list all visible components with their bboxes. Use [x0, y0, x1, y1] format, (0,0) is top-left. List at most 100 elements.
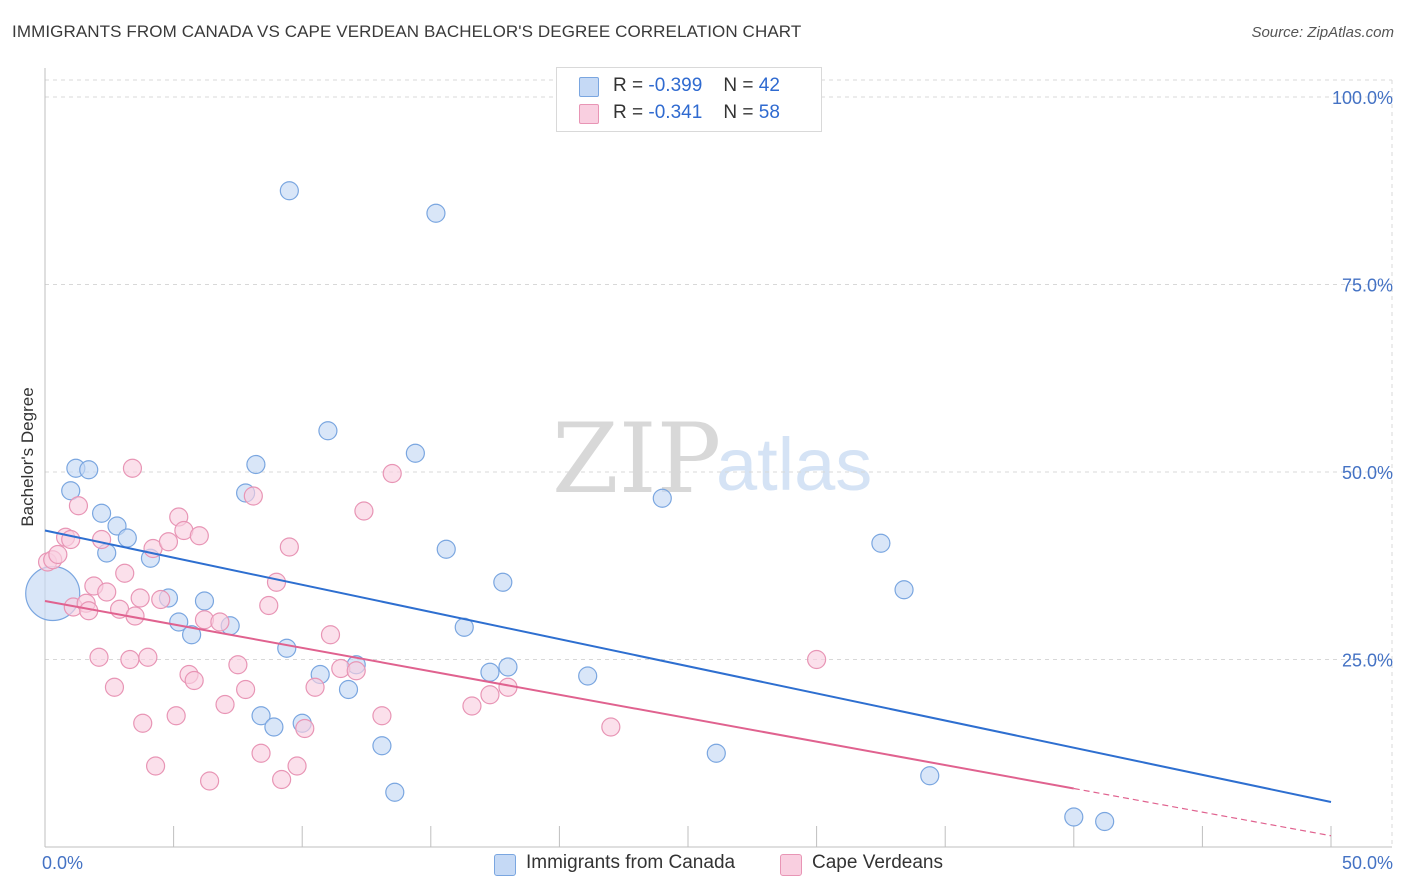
- data-point-canada: [277, 638, 297, 658]
- legend-n-label: N =: [723, 75, 754, 96]
- data-point-canada: [493, 572, 513, 592]
- legend-r-value-cape-verdean: -0.341: [648, 102, 703, 123]
- legend-r-label: R =: [613, 75, 644, 96]
- data-point-cape-verdean: [320, 625, 341, 645]
- data-point-canada: [246, 454, 266, 475]
- trend-line-canada: [44, 529, 1332, 803]
- data-point-canada: [117, 528, 137, 548]
- data-point-cape-verdean: [61, 529, 81, 550]
- data-point-cape-verdean: [200, 771, 220, 791]
- data-point-canada: [426, 203, 446, 223]
- data-point-canada: [498, 657, 518, 677]
- data-point-canada: [279, 181, 299, 201]
- legend-swatch-cape-verdean: [579, 104, 599, 124]
- data-point-cape-verdean: [354, 501, 374, 521]
- trend-line-cape-verdean-extension: [1073, 787, 1332, 837]
- data-point-canada: [894, 580, 914, 600]
- data-point-cape-verdean: [189, 526, 209, 546]
- trend-lines: [44, 529, 1332, 837]
- data-point-cape-verdean: [295, 718, 315, 739]
- data-point-cape-verdean: [236, 679, 256, 700]
- data-point-cape-verdean: [151, 589, 171, 610]
- data-point-canada: [578, 666, 598, 686]
- data-point-cape-verdean: [251, 743, 271, 763]
- data-point-cape-verdean: [305, 677, 325, 697]
- data-point-canada: [251, 706, 271, 726]
- legend: R = -0.399 N = 42 R = -0.341 N = 58: [556, 67, 822, 132]
- data-point-canada: [436, 539, 456, 559]
- data-point-cape-verdean: [166, 706, 186, 726]
- chart-title: IMMIGRANTS FROM CANADA VS CAPE VERDEAN B…: [12, 22, 802, 41]
- data-point-canada: [194, 591, 215, 611]
- data-point-canada: [920, 766, 940, 786]
- data-point-cape-verdean: [48, 544, 68, 565]
- data-point-canada: [372, 736, 392, 756]
- data-point-cape-verdean: [228, 655, 248, 675]
- data-point-canada: [318, 421, 338, 441]
- data-point-cape-verdean: [145, 756, 166, 776]
- data-point-canada: [480, 662, 500, 682]
- data-point-cape-verdean: [138, 647, 158, 667]
- y-tick-label: 25.0%: [1342, 651, 1393, 671]
- data-point-canada: [61, 481, 81, 501]
- data-point-canada: [706, 743, 726, 763]
- data-point-cape-verdean: [259, 595, 279, 616]
- data-point-canada: [1095, 811, 1115, 832]
- x-tick-label-max: 50.0%: [1342, 853, 1393, 873]
- data-point-canada: [264, 717, 284, 737]
- trend-line-cape-verdean: [44, 600, 1074, 790]
- data-point-cape-verdean: [480, 685, 500, 705]
- legend-n-value-cape-verdean: 58: [758, 102, 780, 123]
- data-point-cape-verdean: [89, 647, 109, 667]
- legend-n-value-canada: 42: [758, 75, 780, 96]
- x-tick-label-min: 0.0%: [42, 853, 83, 873]
- series-name-canada: Immigrants from Canada: [526, 852, 736, 873]
- data-point-cape-verdean: [115, 563, 135, 583]
- y-tick-label: 100.0%: [1332, 88, 1393, 108]
- legend-swatch-canada: [579, 77, 599, 97]
- data-point-canada: [79, 460, 99, 480]
- legend-n-label: N =: [723, 102, 754, 123]
- data-point-cape-verdean: [287, 756, 307, 776]
- y-tick-label: 50.0%: [1342, 463, 1393, 483]
- data-point-cape-verdean: [806, 649, 827, 670]
- watermark-atlas: atlas: [716, 423, 872, 506]
- data-point-cape-verdean: [462, 696, 482, 716]
- data-point-cape-verdean: [372, 706, 392, 726]
- data-point-canada: [1064, 807, 1084, 827]
- tick-labels: 25.0% 50.0% 75.0% 100.0% 0.0% 50.0%: [42, 88, 1393, 873]
- data-point-cape-verdean: [382, 463, 402, 484]
- data-point-canada: [338, 679, 359, 700]
- data-point-cape-verdean: [266, 572, 287, 592]
- axes: [44, 68, 1392, 848]
- data-point-cape-verdean: [279, 537, 299, 557]
- source-credit: Source: ZipAtlas.com: [1251, 24, 1394, 41]
- watermark: ZIP atlas: [552, 403, 872, 515]
- data-point-canada: [182, 625, 202, 645]
- data-point-cape-verdean: [91, 529, 112, 550]
- data-point-cape-verdean: [215, 694, 235, 715]
- data-point-cape-verdean: [68, 496, 89, 516]
- data-point-canada: [385, 782, 405, 802]
- data-point-cape-verdean: [122, 458, 143, 478]
- series-swatch-canada: [494, 854, 516, 876]
- data-point-cape-verdean: [243, 486, 263, 506]
- data-point-cape-verdean: [272, 769, 292, 790]
- data-point-cape-verdean: [104, 677, 125, 697]
- series-swatch-cape-verdean: [780, 854, 802, 876]
- data-point-canada: [91, 503, 112, 523]
- data-point-cape-verdean: [210, 612, 230, 632]
- data-point-cape-verdean: [184, 670, 204, 691]
- data-point-canada: [871, 533, 891, 553]
- data-point-cape-verdean: [97, 582, 117, 602]
- legend-r-label: R =: [613, 102, 644, 123]
- series-name-cape-verdean: Cape Verdeans: [812, 852, 943, 873]
- data-point-cape-verdean: [130, 588, 150, 608]
- watermark-zip: ZIP: [552, 403, 721, 515]
- data-point-cape-verdean: [133, 713, 153, 733]
- data-point-cape-verdean: [346, 661, 366, 681]
- legend-r-value-canada: -0.399: [648, 75, 703, 96]
- data-point-cape-verdean: [601, 717, 621, 737]
- data-point-cape-verdean: [120, 649, 140, 670]
